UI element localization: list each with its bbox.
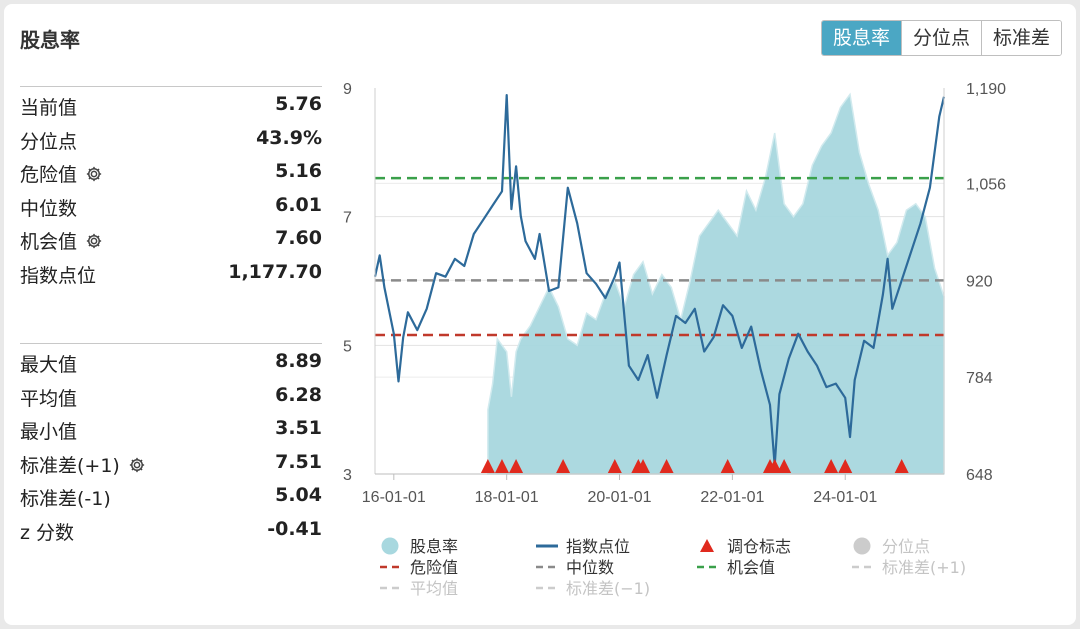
legend-circle-icon xyxy=(853,537,871,555)
legend-item[interactable]: 危险值 xyxy=(380,558,458,577)
legend-item[interactable]: 平均值 xyxy=(380,579,458,598)
rebalance-marker xyxy=(556,459,571,473)
stat-row: 最大值 8.89 xyxy=(20,344,322,378)
stat-row: 标准差(+1) 7.51 xyxy=(20,445,322,479)
legend-label: 调仓标志 xyxy=(727,537,791,556)
legend-item[interactable]: 调仓标志 xyxy=(700,537,791,556)
stat-row: 指数点位 1,177.70 xyxy=(20,255,322,289)
x-tick-label: 24-01-01 xyxy=(813,489,877,506)
rebalance-marker xyxy=(777,459,792,473)
legend-label: 股息率 xyxy=(410,537,458,556)
legend-label: 指数点位 xyxy=(566,537,630,556)
tab-dividend-yield[interactable]: 股息率 xyxy=(821,21,901,55)
index-level-line xyxy=(373,94,946,467)
y-right-tick-label: 648 xyxy=(966,467,993,484)
stat-value: 3.51 xyxy=(275,417,322,439)
legend-item[interactable]: 分位点 xyxy=(853,537,931,556)
legend-triangle-icon xyxy=(700,539,714,552)
legend-label: 中位数 xyxy=(566,558,614,577)
stats-panel-secondary: 最大值 8.89 平均值 6.28 最小值 3.51 标准差(+1) 7.51 标准差(-1) 5… xyxy=(20,343,322,545)
x-tick-label: 16-01-01 xyxy=(362,489,426,506)
legend-item[interactable]: 指数点位 xyxy=(536,537,630,556)
y-right-tick-label: 1,056 xyxy=(966,176,1006,193)
stat-value: -0.41 xyxy=(267,517,322,540)
rebalance-marker xyxy=(767,459,782,473)
dividend-yield-area xyxy=(487,92,945,475)
tab-std-dev[interactable]: 标准差 xyxy=(980,21,1061,55)
stat-row: 分位点 43.9% xyxy=(20,121,322,155)
stat-row: 最小值 3.51 xyxy=(20,411,322,445)
y-right-tick-label: 920 xyxy=(966,273,993,290)
tab-percentile[interactable]: 分位点 xyxy=(900,21,981,55)
gear-icon[interactable] xyxy=(85,165,103,188)
stat-value: 6.01 xyxy=(275,193,322,216)
legend-label: 平均值 xyxy=(410,579,458,598)
legend-item[interactable]: 标准差(+1) xyxy=(852,558,966,577)
legend-label: 分位点 xyxy=(882,537,930,556)
stat-label: 中位数 xyxy=(20,197,78,220)
stat-value: 5.76 xyxy=(275,93,322,115)
rebalance-marker xyxy=(636,459,651,473)
stat-value: 5.16 xyxy=(275,160,322,182)
x-tick-label: 22-01-01 xyxy=(700,489,764,506)
stat-label: 危险值 xyxy=(20,160,103,188)
y-right-tick-label: 784 xyxy=(966,370,993,387)
gear-icon[interactable] xyxy=(128,456,146,479)
stat-row: 中位数 6.01 xyxy=(20,188,322,222)
rebalance-marker xyxy=(607,459,622,473)
rebalance-marker xyxy=(838,459,853,473)
stat-value: 7.51 xyxy=(275,450,322,473)
stat-value: 5.04 xyxy=(275,484,322,506)
legend-circle-icon xyxy=(381,537,399,555)
gear-icon[interactable] xyxy=(85,232,103,255)
stat-label: 最小值 xyxy=(20,421,78,443)
stat-value: 6.28 xyxy=(275,383,322,406)
x-tick-label: 18-01-01 xyxy=(475,489,539,506)
rebalance-marker xyxy=(659,459,674,473)
stat-label: 当前值 xyxy=(20,97,78,119)
stats-panel-primary: 当前值 5.76 分位点 43.9% 危险值 5.16 中位数 6.01 机会值 7.60 指数点位… xyxy=(20,86,322,288)
stat-row: 危险值 5.16 xyxy=(20,154,322,188)
stat-label: 最大值 xyxy=(20,354,78,376)
rebalance-marker xyxy=(824,459,839,473)
stat-label: z 分数 xyxy=(20,521,75,544)
y-left-tick-label: 5 xyxy=(343,338,352,355)
stat-label: 平均值 xyxy=(20,387,78,410)
page-title: 股息率 xyxy=(20,28,80,52)
y-left-tick-label: 9 xyxy=(343,81,352,98)
legend-item[interactable]: 中位数 xyxy=(536,558,614,577)
x-tick-label: 20-01-01 xyxy=(588,489,652,506)
stat-value: 1,177.70 xyxy=(228,260,322,283)
legend-label: 标准差(−1) xyxy=(566,579,650,598)
stat-row: 机会值 7.60 xyxy=(20,221,322,255)
legend-label: 机会值 xyxy=(727,558,775,577)
rebalance-marker xyxy=(720,459,735,473)
y-right-tick-label: 1,190 xyxy=(966,81,1006,98)
stat-row: 当前值 5.76 xyxy=(20,87,322,121)
stat-value: 43.9% xyxy=(256,126,322,149)
stat-label: 指数点位 xyxy=(20,264,97,287)
stat-label: 标准差(+1) xyxy=(20,451,146,479)
y-left-tick-label: 7 xyxy=(343,210,352,227)
legend-item[interactable]: 标准差(−1) xyxy=(536,579,650,598)
legend-item[interactable]: 机会值 xyxy=(697,558,775,577)
legend-item[interactable]: 股息率 xyxy=(381,537,459,556)
stat-label: 分位点 xyxy=(20,130,78,153)
y-left-tick-label: 3 xyxy=(343,467,352,484)
rebalance-marker xyxy=(494,459,509,473)
stat-row: z 分数 -0.41 xyxy=(20,512,322,546)
stat-value: 8.89 xyxy=(275,350,322,372)
stat-label: 机会值 xyxy=(20,227,103,255)
stat-value: 7.60 xyxy=(275,227,322,249)
stat-row: 标准差(-1) 5.04 xyxy=(20,478,322,512)
legend-label: 标准差(+1) xyxy=(882,558,966,577)
rebalance-marker xyxy=(480,459,495,473)
metric-tabs: 股息率 分位点 标准差 xyxy=(820,20,1062,56)
rebalance-marker xyxy=(509,459,524,473)
stat-row: 平均值 6.28 xyxy=(20,378,322,412)
stat-label: 标准差(-1) xyxy=(20,488,111,510)
rebalance-marker xyxy=(894,459,909,473)
legend-label: 危险值 xyxy=(410,558,458,577)
